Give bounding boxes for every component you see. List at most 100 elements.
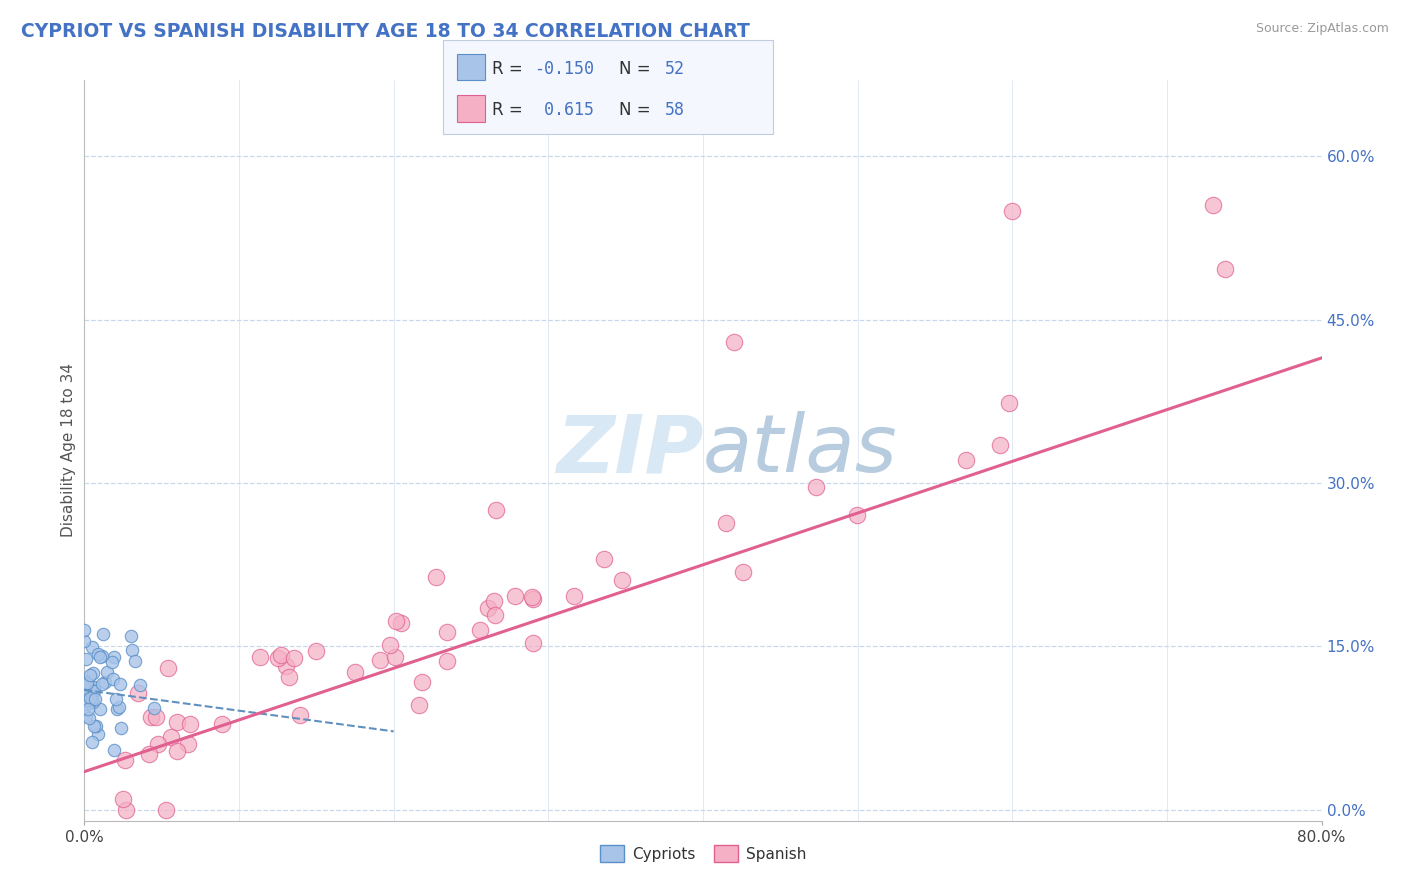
Point xyxy=(988,438,1011,452)
Point xyxy=(80,640,103,654)
Point xyxy=(79,689,101,703)
Text: -0.150: -0.150 xyxy=(534,60,595,78)
Legend: Cypriots, Spanish: Cypriots, Spanish xyxy=(593,838,813,869)
Text: atlas: atlas xyxy=(703,411,898,490)
Point xyxy=(103,650,125,665)
Point xyxy=(82,666,104,681)
Point xyxy=(378,638,401,652)
Point xyxy=(520,590,543,604)
Text: 52: 52 xyxy=(665,60,685,78)
Point xyxy=(389,616,412,631)
Point xyxy=(73,623,96,637)
Point xyxy=(385,614,408,628)
Point xyxy=(562,589,585,603)
Point xyxy=(477,600,499,615)
Point xyxy=(83,692,105,706)
Point xyxy=(166,744,188,758)
Point xyxy=(270,648,292,662)
Point xyxy=(266,651,288,665)
Point xyxy=(1213,262,1236,277)
Point xyxy=(93,675,115,690)
Y-axis label: Disability Age 18 to 34: Disability Age 18 to 34 xyxy=(60,363,76,538)
Point xyxy=(87,726,110,740)
Point xyxy=(138,747,160,762)
Point xyxy=(368,652,391,666)
Point xyxy=(101,673,124,687)
Point xyxy=(159,730,181,744)
Point xyxy=(96,665,118,679)
Point xyxy=(146,737,169,751)
Point xyxy=(79,691,101,706)
Text: CYPRIOT VS SPANISH DISABILITY AGE 18 TO 34 CORRELATION CHART: CYPRIOT VS SPANISH DISABILITY AGE 18 TO … xyxy=(21,22,749,41)
Point xyxy=(305,643,328,657)
Point xyxy=(75,709,97,723)
Point xyxy=(155,803,177,817)
Text: R =: R = xyxy=(492,101,529,119)
Point xyxy=(955,452,977,467)
Point xyxy=(998,396,1021,410)
Point xyxy=(731,566,754,580)
Point xyxy=(87,647,110,661)
Point xyxy=(77,701,100,715)
Text: Source: ZipAtlas.com: Source: ZipAtlas.com xyxy=(1256,22,1389,36)
Point xyxy=(177,737,200,751)
Point xyxy=(105,691,128,706)
Point xyxy=(288,707,311,722)
Point xyxy=(141,710,163,724)
Point xyxy=(79,668,101,682)
Point xyxy=(76,693,98,707)
Point xyxy=(76,676,98,690)
Text: 0.615: 0.615 xyxy=(534,101,595,119)
Point xyxy=(90,649,112,664)
Point xyxy=(83,680,105,694)
Text: 58: 58 xyxy=(665,101,685,119)
Point xyxy=(83,683,105,698)
Point xyxy=(84,719,107,733)
Point xyxy=(83,719,105,733)
Point xyxy=(82,692,104,706)
Point xyxy=(89,702,111,716)
Point xyxy=(468,623,491,637)
Point xyxy=(145,710,167,724)
Text: R =: R = xyxy=(492,60,529,78)
Point xyxy=(274,658,297,673)
Point xyxy=(343,665,366,680)
Point xyxy=(211,717,233,731)
Point xyxy=(114,753,136,767)
Point xyxy=(804,480,827,494)
Point xyxy=(82,734,104,748)
Point xyxy=(100,655,122,669)
Point xyxy=(714,516,737,530)
Point xyxy=(91,677,114,691)
Text: N =: N = xyxy=(619,101,655,119)
Point xyxy=(436,625,458,640)
Point xyxy=(384,650,406,665)
Point xyxy=(76,688,98,702)
Point xyxy=(75,692,97,706)
Point xyxy=(249,650,271,665)
Point xyxy=(723,334,745,349)
Point xyxy=(75,674,97,689)
Point xyxy=(80,679,103,693)
Point xyxy=(77,696,100,710)
Point xyxy=(411,675,433,690)
Text: ZIP: ZIP xyxy=(555,411,703,490)
Point xyxy=(482,593,505,607)
Point xyxy=(112,792,135,806)
Text: N =: N = xyxy=(619,60,655,78)
Point xyxy=(77,689,100,703)
Point xyxy=(108,700,131,714)
Point xyxy=(278,670,301,684)
Point xyxy=(121,642,143,657)
Point xyxy=(73,634,96,648)
Point xyxy=(127,686,149,700)
Point xyxy=(75,652,97,666)
Point xyxy=(179,717,201,731)
Point xyxy=(115,803,138,817)
Point xyxy=(610,573,633,587)
Point xyxy=(82,695,104,709)
Point xyxy=(522,591,544,606)
Point xyxy=(129,678,152,692)
Point xyxy=(425,570,447,584)
Point xyxy=(157,660,180,674)
